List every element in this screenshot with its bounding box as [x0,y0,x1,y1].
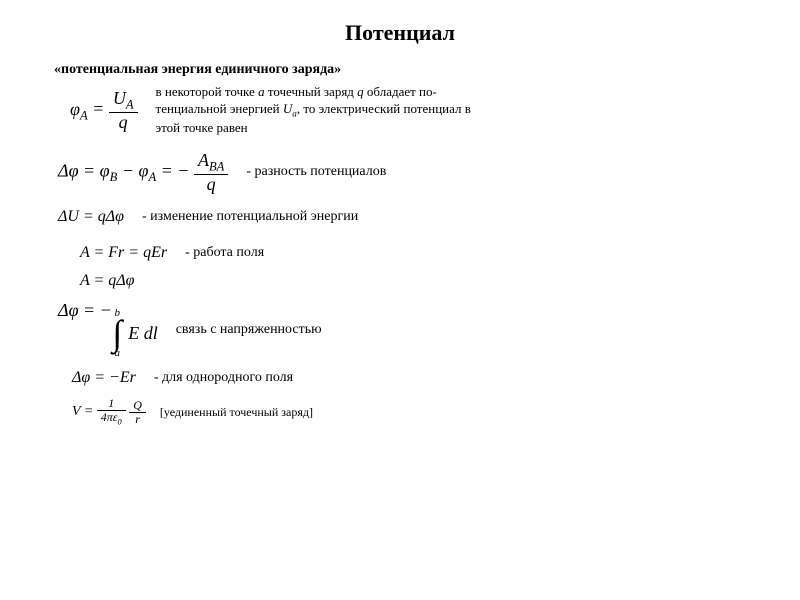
integral-limits: b ∫ a [112,308,122,359]
work-row: A = Fr = qEr - работа поля [80,244,750,262]
integral-formula: Δφ = − b ∫ a E dl [58,300,158,359]
difference-formula: Δφ = φB − φA = − ABA q [58,151,228,194]
integral-row: Δφ = − b ∫ a E dl связь с напряженностью [58,300,750,359]
pointcharge-row: V = 1 4πε0 Q r [уединенный точечный заря… [72,397,750,427]
work-desc: - работа поля [185,244,264,262]
uniform-desc: - для однородного поля [154,369,293,387]
pointcharge-desc: [уединенный точечный заряд] [160,405,313,420]
definition-row: φA = UA q в некоторой точке a точечный з… [70,84,750,137]
subtitle: «потенциальная энергия единичного заряда… [54,62,750,78]
integral-sign-icon: ∫ [112,319,122,348]
definition-formula: φA = UA q [70,89,138,132]
fraction: ABA q [194,151,228,194]
fraction: UA q [109,89,138,132]
work2-formula: A = qΔφ [80,272,135,290]
work2-row: A = qΔφ [80,272,750,290]
pointcharge-formula: V = 1 4πε0 Q r [72,397,146,427]
uniform-row: Δφ = −Er - для однородного поля [72,369,750,387]
integral-desc: связь с напряженностью [176,321,322,339]
uniform-formula: Δφ = −Er [72,369,136,387]
difference-desc: - разность потенциалов [246,163,386,181]
work-formula: A = Fr = qEr [80,244,167,262]
deltau-row: ΔU = qΔφ - изменение потенциальной энерг… [58,208,750,226]
difference-row: Δφ = φB − φA = − ABA q - разность потенц… [58,151,750,194]
fraction: Q r [129,399,146,425]
fraction: 1 4πε0 [97,397,126,427]
page-title: Потенциал [50,20,750,46]
phi-var: φA [70,99,88,119]
deltau-desc: - изменение потенциальной энергии [142,208,358,226]
deltau-formula: ΔU = qΔφ [58,208,124,226]
definition-desc: в некоторой точке a точечный заряд q обл… [156,84,471,137]
